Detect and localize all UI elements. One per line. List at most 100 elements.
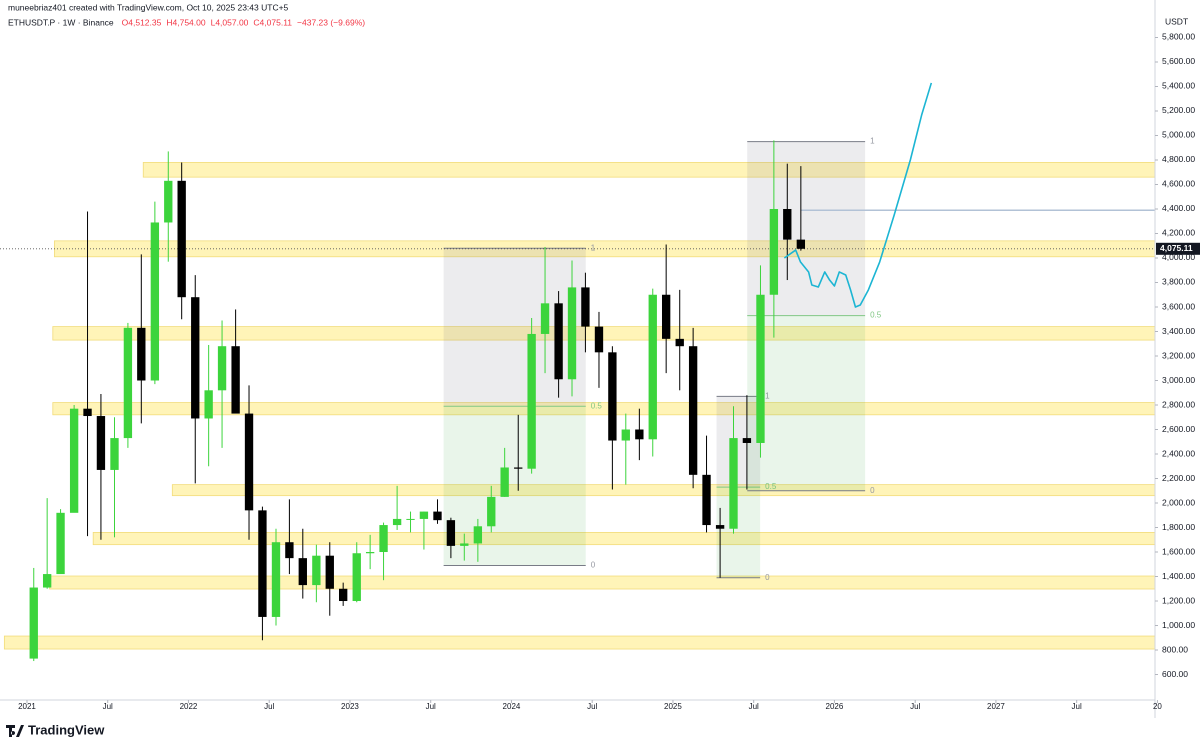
y-tick-label: 1,800.00 xyxy=(1162,522,1195,532)
fib-upper xyxy=(443,248,586,407)
candle-body xyxy=(312,555,321,586)
candle-body xyxy=(392,518,402,526)
candle-body xyxy=(487,496,496,527)
candle-body xyxy=(191,297,200,419)
candle-body xyxy=(150,222,160,381)
fib-level-label: 0.5 xyxy=(870,311,882,320)
candle-body xyxy=(527,333,536,469)
candle-body xyxy=(29,587,38,659)
fib-level-label: 0.5 xyxy=(765,482,777,491)
candle-body xyxy=(110,438,119,470)
candle-body xyxy=(783,208,792,240)
candle-body xyxy=(83,408,92,417)
y-tick-label: 4,000.00 xyxy=(1162,252,1195,262)
candle-body xyxy=(217,346,227,391)
fib-level-label: 1 xyxy=(591,243,596,252)
candle-body xyxy=(271,542,281,617)
projection-path xyxy=(783,82,933,308)
fib-level-label: 0.5 xyxy=(591,401,603,410)
y-tick-label: 3,000.00 xyxy=(1162,375,1195,385)
fib-level-label: 0 xyxy=(591,561,596,570)
y-tick-label: 2,000.00 xyxy=(1162,497,1195,507)
ohlc-value: L4,057.00 xyxy=(211,17,249,27)
candle-body xyxy=(460,543,469,546)
candle-body xyxy=(379,525,388,553)
candle-body xyxy=(688,346,698,475)
candle-body xyxy=(648,294,657,440)
ohlc-value: −437.23 (−9.69%) xyxy=(297,17,365,27)
last-price-label: 4,075.11 xyxy=(1160,243,1193,253)
y-tick-label: 5,200.00 xyxy=(1162,105,1195,115)
candle-body xyxy=(365,552,375,554)
y-tick-label: 1,600.00 xyxy=(1162,546,1195,556)
y-tick-label: 5,600.00 xyxy=(1162,56,1195,66)
zone xyxy=(3,635,1156,650)
zone xyxy=(142,162,1156,178)
y-tick-label: 1,000.00 xyxy=(1162,620,1195,630)
y-tick-label: 5,000.00 xyxy=(1162,130,1195,140)
zone xyxy=(49,575,1156,590)
last-price-box xyxy=(1156,242,1200,255)
candle-body xyxy=(339,588,348,602)
candle-body xyxy=(594,326,604,353)
candle-body xyxy=(446,520,456,546)
fib-lower xyxy=(443,406,586,566)
x-tick-label: Jul xyxy=(587,702,597,711)
candle-body xyxy=(581,287,590,327)
candle-body xyxy=(325,555,334,589)
x-tick-label: 2027 xyxy=(987,702,1005,711)
y-tick-label: 4,400.00 xyxy=(1162,203,1195,213)
y-tick-label: 5,400.00 xyxy=(1162,81,1195,91)
candle-body xyxy=(137,327,146,381)
plot-area: 1 0.5 0 1 0.5 0 1 0.5 0 xyxy=(0,82,1156,662)
fib-lower xyxy=(747,315,866,491)
x-tick-label: 20 xyxy=(1153,702,1162,711)
fib-level-label: 1 xyxy=(870,137,875,146)
candle-body xyxy=(756,294,765,443)
y-tick-label: 3,200.00 xyxy=(1162,350,1195,360)
candle-body xyxy=(796,239,806,249)
candle-body xyxy=(204,390,213,419)
y-tick-label: 2,400.00 xyxy=(1162,448,1195,458)
y-tick-label: 3,600.00 xyxy=(1162,301,1195,311)
candle-body xyxy=(56,512,65,575)
y-tick-label: 1,200.00 xyxy=(1162,595,1195,605)
y-tick-label: 2,200.00 xyxy=(1162,473,1195,483)
x-tick-label: Jul xyxy=(426,702,436,711)
candle-body xyxy=(406,518,415,520)
fib-level-label: 0 xyxy=(765,573,770,582)
candle-body xyxy=(231,346,240,414)
fib-level-label: 1 xyxy=(765,392,770,401)
x-tick-label: Jul xyxy=(749,702,759,711)
candle-body xyxy=(433,511,442,521)
ohlc-value: H4,754.00 xyxy=(166,17,205,27)
candle-body xyxy=(244,413,254,511)
candle-body xyxy=(729,438,738,529)
author-line: muneebriaz401 created with TradingView.c… xyxy=(8,2,289,12)
x-tick-label: Jul xyxy=(1072,702,1082,711)
fib-lower xyxy=(716,487,761,578)
fib-upper xyxy=(747,141,866,316)
ohlc-value: O4,512.35 xyxy=(122,17,162,27)
brand: TradingView xyxy=(28,722,105,737)
x-tick-label: 2024 xyxy=(503,702,521,711)
candle-body xyxy=(285,542,294,559)
y-tick-label: 600.00 xyxy=(1162,669,1188,679)
x-tick-label: 2025 xyxy=(664,702,682,711)
zone xyxy=(171,484,1156,497)
candle-body xyxy=(177,180,186,298)
x-tick-label: 2023 xyxy=(341,702,359,711)
zone xyxy=(52,326,1156,341)
candle-body xyxy=(473,526,483,544)
y-tick-label: 4,200.00 xyxy=(1162,228,1195,238)
zone xyxy=(52,402,1156,416)
y-tick-label: 1,400.00 xyxy=(1162,571,1195,581)
y-tick-label: 5,800.00 xyxy=(1162,32,1195,42)
x-tick-label: 2026 xyxy=(826,702,844,711)
symbol: ETHUSDT.P · 1W · Binance xyxy=(8,17,114,27)
candle-body xyxy=(352,553,361,602)
y-tick-label: 4,600.00 xyxy=(1162,179,1195,189)
candle-body xyxy=(702,474,711,526)
candle-body xyxy=(742,438,752,443)
